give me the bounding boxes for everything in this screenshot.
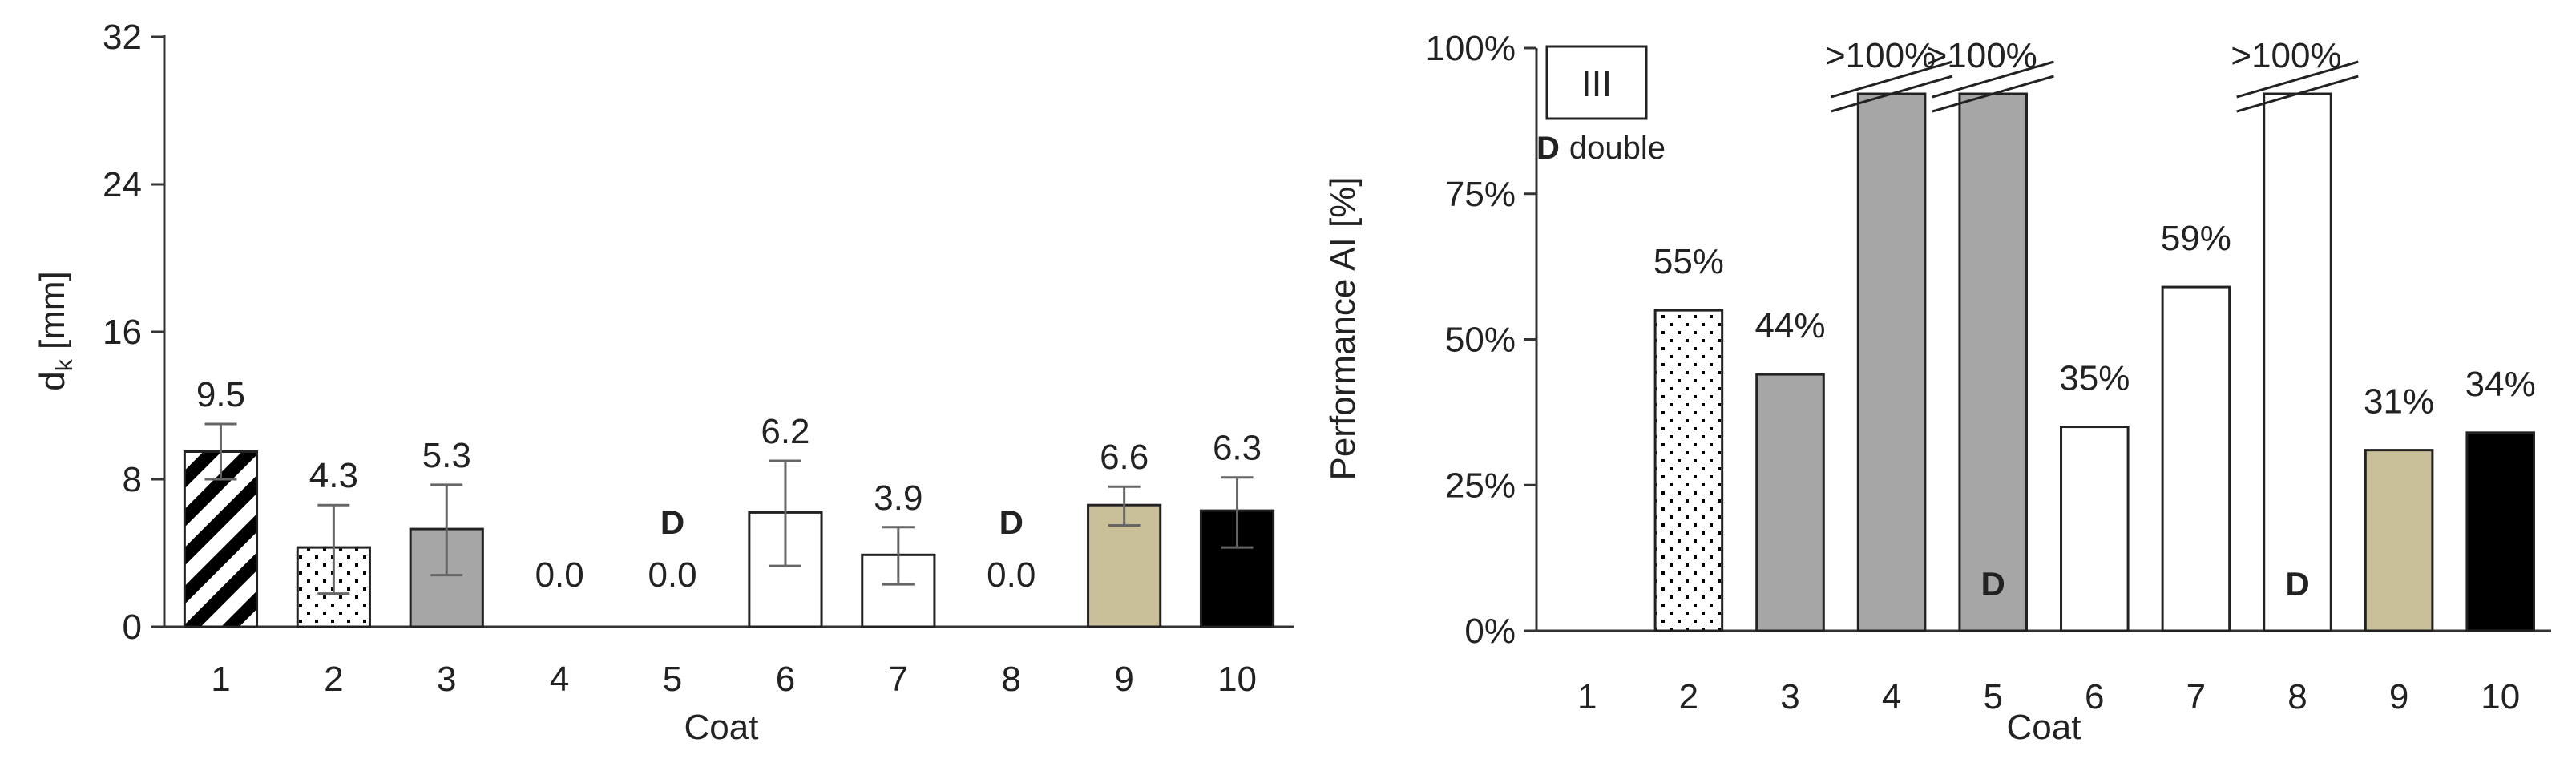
left-y-ticks: 0 8 16 24 32: [103, 18, 164, 647]
right-bar: [2263, 92, 2332, 632]
right-data-label: 55%: [1653, 242, 1724, 281]
left-x-tick-label: 10: [1217, 660, 1257, 699]
right-x-tick-label: 9: [2389, 677, 2408, 717]
right-bar: [2161, 285, 2231, 632]
right-data-label: 44%: [1754, 306, 1825, 345]
left-x-tick-label: 9: [1114, 660, 1133, 699]
left-x-tick-label: 1: [211, 660, 230, 699]
left-y-tick-label: 24: [103, 165, 142, 204]
left-data-label: 6.2: [761, 412, 810, 451]
right-x-tick-label: 5: [1983, 677, 2002, 717]
left-y-tick-label: 8: [123, 460, 142, 499]
left-data-label: 4.3: [309, 456, 358, 495]
right-x-ticks: 1 2 3 4 5 6 7 8 9 10: [1577, 677, 2520, 717]
left-data-label: 6.3: [1213, 429, 1262, 468]
right-y-axis-title: Performance AI [%]: [1323, 176, 1363, 480]
left-x-ticks: 1 2 3 4 5 6 7 8 9 10: [211, 660, 1257, 699]
left-y-tick-label: 16: [103, 313, 142, 352]
panel-label-box: [1545, 45, 1648, 120]
right-data-label: >100%: [1927, 36, 2037, 75]
left-chart: 0 8 16 24 32 1 2 3 4 5 6 7 8 9 10 9.5 4.3 5.3 0.0 0.0 D 6.2…: [33, 18, 1294, 747]
right-bar: [1755, 373, 1825, 632]
right-data-label: 34%: [2465, 365, 2536, 404]
left-bar: [183, 450, 259, 628]
left-y-title-sub: k: [51, 358, 78, 371]
left-data-label: 6.6: [1100, 438, 1149, 477]
right-bar: [1856, 92, 1927, 632]
left-bars: 9.5 4.3 5.3 0.0 0.0 D 6.2 3.9 0.0 D 6.6 6.3: [183, 375, 1275, 628]
right-break-line: [1932, 60, 2054, 99]
left-y-tick-label: 32: [103, 18, 142, 57]
left-x-tick-label: 3: [437, 660, 456, 699]
right-y-ticks: 0% 25% 50% 75% 100%: [1425, 29, 1536, 651]
left-y-tick-label: 0: [123, 608, 142, 647]
right-x-tick-label: 3: [1780, 677, 1799, 717]
right-x-tick-label: 2: [1679, 677, 1698, 717]
right-y-tick-label: 75%: [1445, 175, 1516, 214]
left-data-label: 0.0: [535, 555, 584, 595]
left-data-label: 5.3: [422, 436, 471, 475]
right-x-tick-label: 10: [2481, 677, 2520, 717]
left-x-tick-label: 8: [1002, 660, 1021, 699]
right-bar: [1653, 309, 1724, 632]
right-break-line: [1830, 60, 1953, 99]
right-break-line: [1830, 75, 1953, 113]
right-x-axis-title: Coat: [2007, 708, 2081, 747]
right-break-line: [2236, 60, 2359, 99]
left-x-tick-label: 4: [550, 660, 569, 699]
left-double-marker: D: [999, 503, 1024, 541]
left-x-tick-label: 2: [324, 660, 343, 699]
left-double-marker: D: [660, 503, 684, 541]
right-y-tick-label: 0%: [1464, 612, 1516, 651]
right-bar: [2465, 431, 2535, 632]
right-x-tick-label: 6: [2085, 677, 2104, 717]
right-bar: [2060, 426, 2130, 632]
left-data-label: 0.0: [648, 555, 696, 595]
panel-label: III: [1581, 63, 1612, 104]
legend-note-marker: D: [1536, 131, 1560, 166]
left-y-title-main: d: [33, 371, 72, 390]
left-y-title-unit: [mm]: [33, 271, 72, 359]
right-x-tick-label: 4: [1882, 677, 1901, 717]
left-x-tick-label: 5: [663, 660, 682, 699]
right-y-tick-label: 100%: [1425, 29, 1516, 68]
right-data-label: 31%: [2364, 382, 2434, 422]
right-x-tick-label: 7: [2186, 677, 2206, 717]
left-data-label: 9.5: [196, 375, 245, 414]
right-chart: 0%25%50%75%100% 1 2 3 4 5 6 7 8 9 10 55%44%>100%>…: [1323, 29, 2551, 747]
right-x-tick-label: 8: [2287, 677, 2307, 717]
right-data-label: >100%: [2231, 36, 2341, 75]
left-x-axis-title: Coat: [684, 708, 759, 747]
right-break-line: [1932, 75, 2054, 113]
left-x-tick-label: 6: [776, 660, 795, 699]
right-data-label: >100%: [1825, 36, 1936, 75]
right-double-marker: D: [2285, 565, 2309, 603]
left-data-label: 0.0: [987, 555, 1036, 595]
right-y-tick-label: 25%: [1445, 466, 1516, 505]
right-bar: [1958, 92, 2028, 632]
right-y-tick-label: 50%: [1445, 321, 1516, 360]
legend-note-text: double: [1569, 131, 1666, 166]
left-y-axis-title: dk [mm]: [33, 271, 78, 390]
right-data-label: 59%: [2161, 219, 2231, 258]
left-x-tick-label: 7: [889, 660, 908, 699]
right-x-tick-label: 1: [1577, 677, 1597, 717]
right-bar: [2364, 449, 2434, 632]
right-data-label: 35%: [2059, 359, 2130, 398]
right-break-line: [2236, 75, 2359, 113]
right-bars: 55%44%>100%>100%D35%59%>100%D31% 34%: [1653, 36, 2536, 632]
right-double-marker: D: [1981, 565, 2005, 603]
left-data-label: 3.9: [874, 478, 923, 518]
